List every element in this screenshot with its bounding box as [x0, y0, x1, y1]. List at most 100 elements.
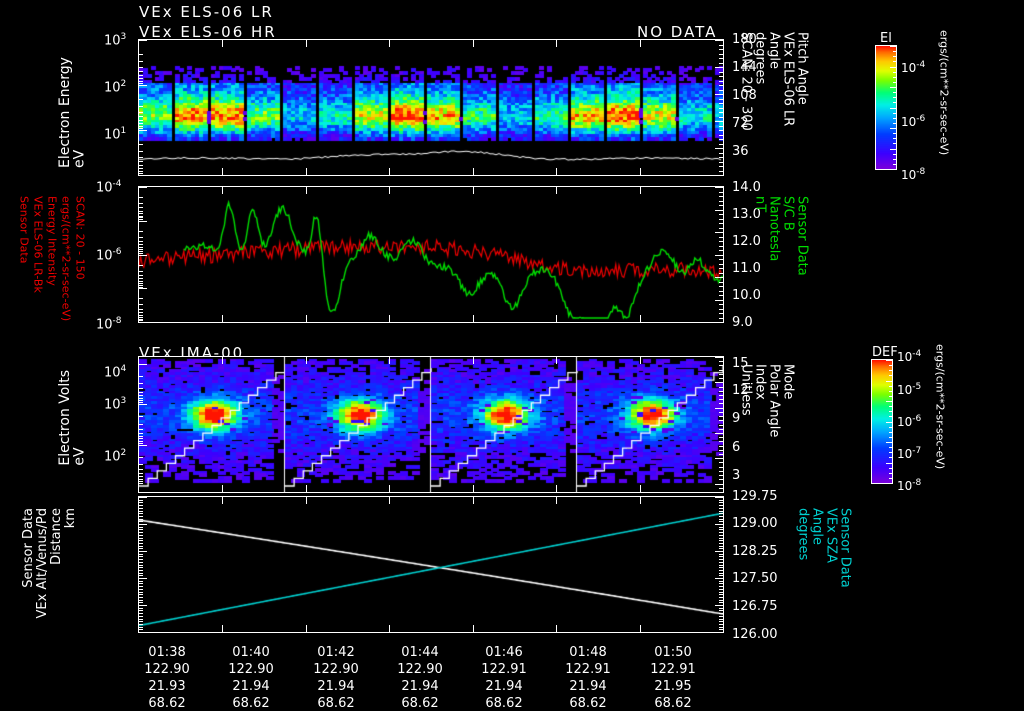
axis-tick	[389, 187, 390, 194]
colorbar-tick	[890, 128, 896, 129]
axis-minor-tick	[139, 424, 143, 425]
panel2-right-label-line: nT	[752, 196, 768, 213]
axis-minor-tick	[719, 282, 723, 283]
axis-minor-tick	[719, 619, 723, 620]
tick-label: 102	[104, 79, 127, 96]
colorbar-tick-label: 10-6	[901, 114, 926, 129]
axis-minor-tick	[139, 249, 143, 250]
axis-minor-tick	[715, 357, 723, 358]
axis-minor-tick	[139, 54, 143, 55]
axis-tick	[222, 315, 223, 322]
axis-minor-tick	[719, 246, 723, 247]
axis-minor-tick	[719, 502, 723, 503]
axis-minor-tick	[719, 627, 723, 628]
axis-tick	[389, 357, 390, 364]
axis-tick	[222, 485, 223, 492]
axis-minor-tick	[139, 567, 143, 568]
colorbar-tick	[889, 411, 892, 412]
axis-minor-tick	[139, 608, 143, 609]
axis-minor-tick	[719, 139, 723, 140]
colorbar-tick-label: 10-6	[897, 414, 922, 429]
axis-minor-tick	[139, 315, 143, 316]
colorbar-tick	[890, 108, 896, 109]
axis-minor-tick	[715, 497, 723, 498]
tick-label: 13.0	[732, 207, 761, 222]
colorbar-tick	[893, 164, 896, 165]
footer-row-f107-cell: 68.62	[569, 696, 607, 711]
axis-minor-tick	[719, 554, 723, 555]
axis-minor-tick	[719, 395, 723, 396]
axis-minor-tick	[719, 81, 723, 82]
axis-minor-tick	[719, 291, 723, 292]
axis-minor-tick	[139, 433, 143, 434]
panel3-right-label-1: Mode	[780, 364, 796, 400]
panel2-left-label-line: ergs/(cm**2-sr-sec-eV)	[59, 196, 73, 322]
axis-minor-tick	[715, 382, 723, 383]
axis-minor-tick	[139, 247, 143, 248]
axis-minor-tick	[719, 621, 723, 622]
axis-minor-tick	[719, 58, 723, 59]
axis-minor-tick	[719, 610, 723, 611]
colorbar-tick	[886, 360, 892, 361]
axis-minor-tick	[139, 524, 147, 525]
colorbar-2	[871, 359, 893, 484]
axis-minor-tick	[719, 573, 723, 574]
axis-minor-tick	[719, 425, 723, 426]
axis-minor-tick	[719, 166, 723, 167]
axis-minor-tick	[719, 586, 723, 587]
panel4-right-label-line: Angle	[809, 508, 825, 545]
axis-minor-tick	[715, 148, 723, 149]
axis-minor-tick	[139, 429, 143, 430]
axis-minor-tick	[139, 500, 143, 501]
axis-tick	[473, 485, 474, 492]
footer-row-ve-ang-cell: 122.90	[397, 662, 443, 677]
axis-minor-tick	[719, 538, 723, 539]
colorbar-tick-label: 10-4	[901, 60, 926, 75]
axis-minor-tick	[715, 210, 723, 211]
axis-minor-tick	[139, 629, 143, 630]
axis-minor-tick	[719, 454, 723, 455]
axis-minor-tick	[139, 364, 147, 365]
axis-minor-tick	[719, 103, 723, 104]
tick-label: 101	[104, 126, 127, 143]
tick-label: 10-4	[96, 179, 122, 196]
axis-tick	[473, 40, 474, 47]
footer-row-f107-cell: 68.62	[485, 696, 523, 711]
axis-minor-tick	[139, 288, 147, 289]
axis-minor-tick	[719, 589, 723, 590]
tick-label: 6	[732, 440, 741, 455]
footer-row-ve-ang-cell: 122.90	[228, 662, 274, 677]
axis-minor-tick	[139, 597, 143, 598]
axis-minor-tick	[719, 126, 723, 127]
colorbar-tick	[889, 375, 892, 376]
line-canvas-2	[139, 187, 723, 322]
axis-minor-tick	[139, 551, 147, 552]
axis-minor-tick	[139, 231, 143, 232]
axis-minor-tick	[719, 374, 723, 375]
axis-minor-tick	[719, 565, 723, 566]
panel2-left-label-line: VEx ELS-06 LR-Bk	[31, 196, 45, 293]
axis-minor-tick	[719, 108, 723, 109]
axis-tick	[222, 357, 223, 364]
axis-tick	[640, 485, 641, 492]
axis-minor-tick	[139, 613, 143, 614]
colorbar-tick-label: 10-5	[897, 382, 922, 397]
axis-minor-tick	[719, 581, 723, 582]
axis-minor-tick	[719, 441, 723, 442]
colorbar2-units: ergs/(cm**2-sr-sec-eV)	[933, 344, 947, 470]
axis-tick	[306, 315, 307, 322]
footer-row-ve-ang-cell: 122.90	[144, 662, 190, 677]
axis-minor-tick	[139, 565, 143, 566]
axis-minor-tick	[715, 175, 723, 176]
axis-minor-tick	[715, 433, 723, 434]
axis-minor-tick	[719, 391, 723, 392]
footer-row-lst-cell: 21.94	[401, 679, 439, 694]
axis-minor-tick	[139, 83, 143, 84]
axis-minor-tick	[139, 255, 147, 256]
axis-minor-tick	[715, 605, 723, 606]
axis-minor-tick	[139, 570, 143, 571]
axis-minor-tick	[719, 556, 723, 557]
axis-tick	[222, 187, 223, 194]
axis-minor-tick	[139, 213, 143, 214]
axis-minor-tick	[719, 273, 723, 274]
